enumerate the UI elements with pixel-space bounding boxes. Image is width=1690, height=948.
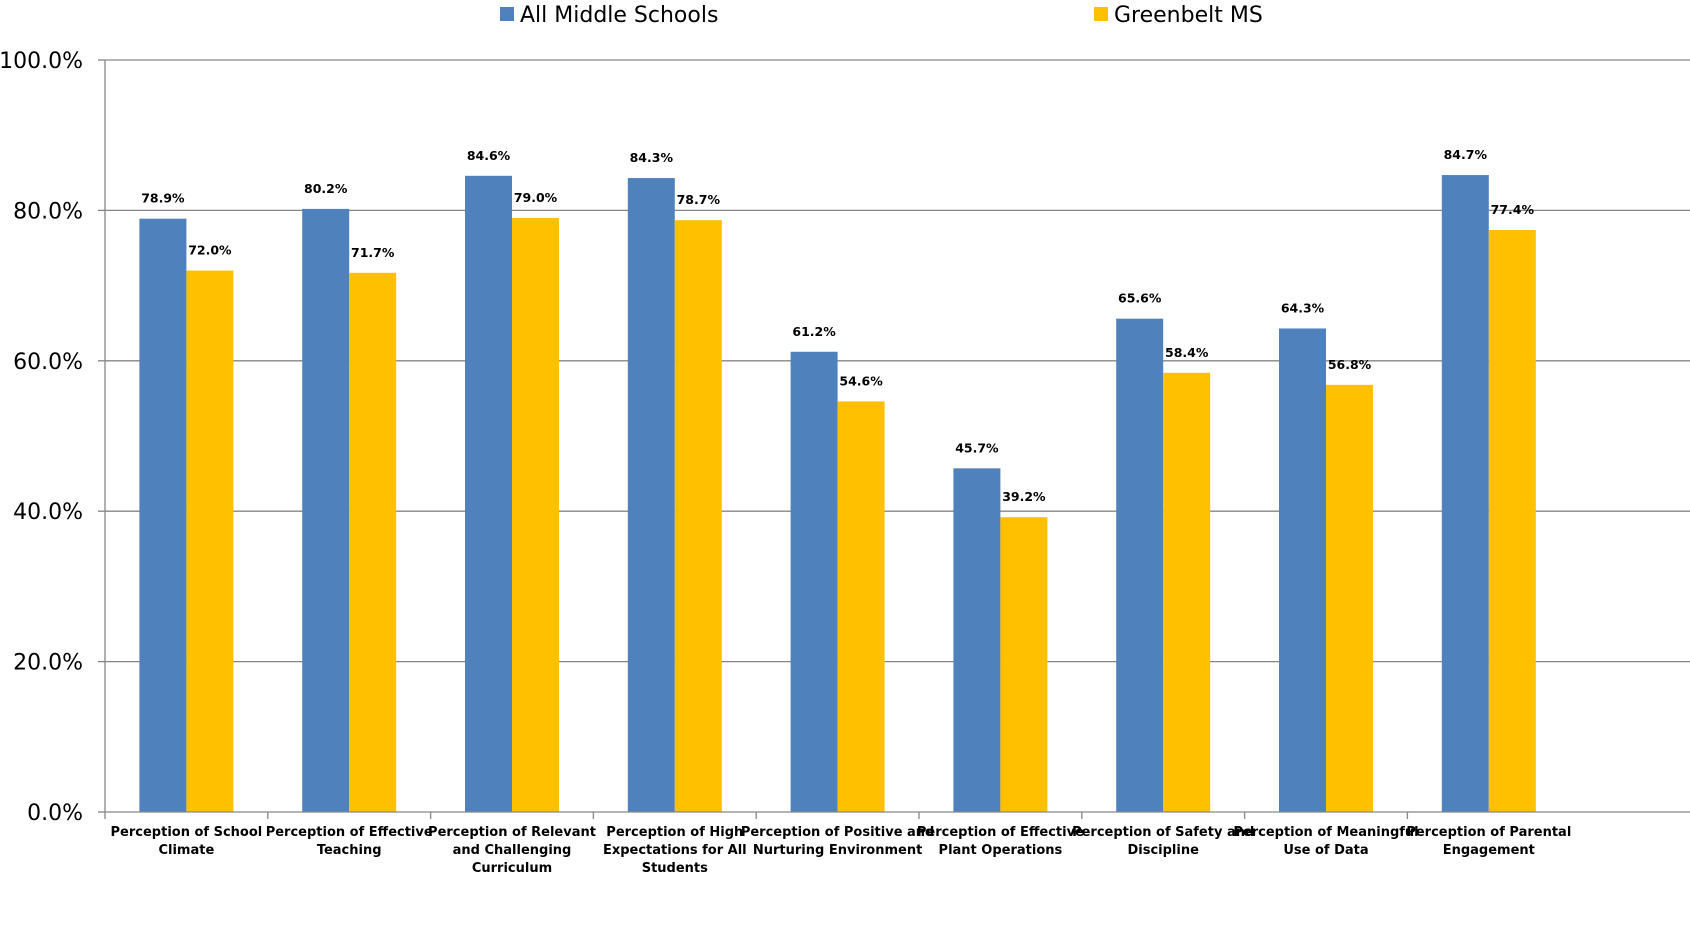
- x-tick-label: Perception of Parental Engagement: [1406, 825, 1571, 858]
- data-label: 54.6%: [839, 373, 883, 388]
- x-tick-label-line: and Challenging: [453, 843, 572, 858]
- x-tick-label-line: Discipline: [1127, 843, 1199, 858]
- data-label: 84.6%: [467, 148, 511, 163]
- x-tick-label: Perception of School Climate: [111, 825, 263, 858]
- bar: [1441, 175, 1489, 812]
- x-tick-label: Perception of Effective Teaching: [266, 825, 433, 858]
- data-label: 80.2%: [304, 181, 348, 196]
- x-tick-label-line: Use of Data: [1283, 843, 1368, 858]
- bar: [302, 208, 350, 812]
- legend-swatch: [500, 7, 514, 21]
- data-label: 79.0%: [514, 190, 558, 205]
- bar: [790, 351, 838, 812]
- x-tick-label-line: Expectations for All: [603, 843, 747, 858]
- x-tick-label-line: Perception of School: [111, 825, 263, 840]
- x-tick-label-line: Perception of Parental: [1406, 825, 1571, 840]
- data-label: 39.2%: [1002, 489, 1046, 504]
- data-label: 65.6%: [1118, 291, 1162, 306]
- data-label: 77.4%: [1491, 202, 1535, 217]
- data-label: 61.2%: [792, 324, 836, 339]
- data-label: 84.7%: [1444, 147, 1488, 162]
- legend-label: Greenbelt MS: [1114, 3, 1263, 28]
- x-tick-label-line: Perception of High: [606, 825, 743, 840]
- x-tick-label: Perception of Safety and Discipline: [1072, 825, 1254, 858]
- bar: [1326, 384, 1373, 812]
- bar: [1488, 229, 1536, 812]
- legend-label: All Middle Schools: [520, 3, 718, 28]
- y-tick-label: 100.0%: [0, 49, 83, 74]
- y-tick-label: 60.0%: [13, 350, 83, 375]
- x-tick-label-line: Perception of Relevant: [428, 825, 596, 840]
- legend-swatch: [1094, 7, 1108, 21]
- x-tick-label-line: Nurturing Environment: [753, 843, 922, 858]
- data-label: 64.3%: [1281, 300, 1325, 315]
- x-tick-label: Perception of High Expectations for All St…: [603, 825, 747, 876]
- x-tick-label-line: Perception of Effective: [917, 825, 1084, 840]
- data-label: 78.9%: [141, 191, 185, 206]
- y-tick-label: 40.0%: [13, 500, 83, 525]
- y-tick-label: 80.0%: [13, 199, 83, 224]
- data-label: 58.4%: [1165, 345, 1209, 360]
- y-tick-label: 20.0%: [13, 651, 83, 676]
- x-tick-label-line: Perception of Positive and: [741, 825, 935, 840]
- x-tick-label: Perception of Effective Plant Operations: [917, 825, 1084, 858]
- bar: [1116, 318, 1164, 812]
- data-label: 84.3%: [630, 150, 674, 165]
- bar: [837, 401, 885, 812]
- legend: All Middle Schools Greenbelt MS: [500, 3, 1263, 28]
- bar: [465, 175, 512, 813]
- data-label: 56.8%: [1328, 357, 1372, 372]
- bar: [1000, 517, 1048, 812]
- bar: [186, 270, 234, 812]
- data-label: 78.7%: [677, 192, 721, 207]
- x-tick-label: Perception of Meaningful Use of Data: [1233, 825, 1418, 858]
- x-tick-label-line: Curriculum: [472, 861, 552, 876]
- bar: [349, 272, 397, 812]
- x-tick-label: Perception of Positive and Nurturing Envi…: [741, 825, 935, 858]
- data-label: 45.7%: [955, 440, 999, 455]
- axes: [104, 60, 1690, 819]
- y-tick-label: 0.0%: [27, 801, 83, 826]
- bar: [674, 220, 722, 812]
- bars: [139, 175, 1536, 813]
- x-tick-label-line: Engagement: [1443, 843, 1535, 858]
- bar: [1163, 372, 1211, 812]
- x-tick-label-line: Climate: [158, 843, 214, 858]
- x-tick-label-line: Plant Operations: [939, 843, 1063, 858]
- bar: [627, 178, 675, 813]
- x-tick-label-line: Perception of Effective: [266, 825, 433, 840]
- y-axis-ticks: 0.0% 20.0% 40.0% 60.0% 80.0% 100.0%: [0, 49, 105, 826]
- x-tick-label: Perception of Relevant and Challenging Cur…: [428, 825, 596, 876]
- data-label: 72.0%: [188, 243, 232, 258]
- x-tick-label-line: Perception of Meaningful: [1233, 825, 1418, 840]
- x-tick-label-line: Students: [642, 861, 708, 876]
- bar: [512, 217, 559, 813]
- data-label: 71.7%: [351, 245, 395, 260]
- bar: [953, 468, 1001, 812]
- x-tick-label-line: Teaching: [317, 843, 382, 858]
- bar: [1279, 328, 1326, 812]
- x-tick-label-line: Perception of Safety and: [1072, 825, 1254, 840]
- bar: [139, 218, 187, 812]
- value-labels: 78.9% 72.0% 80.2% 71.7% 84.6% 79.0% 84.3% 78.7%…: [141, 147, 1534, 504]
